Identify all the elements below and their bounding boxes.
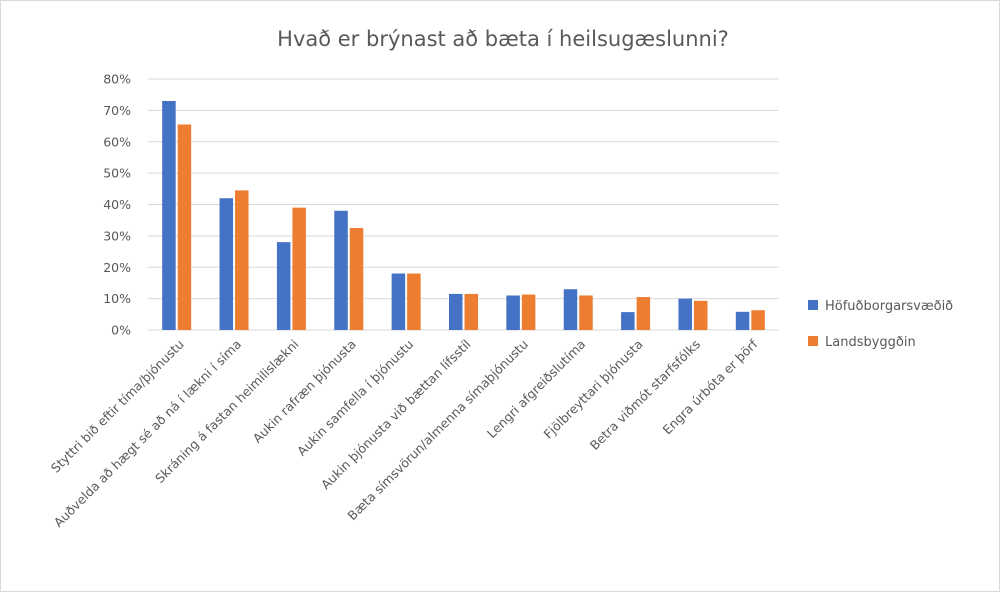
bar-landsbyggdin xyxy=(407,273,421,330)
bar-hofudborgarsvaedid xyxy=(621,312,635,330)
bar-hofudborgarsvaedid xyxy=(276,242,291,330)
bar-landsbyggdin xyxy=(292,207,306,330)
bar-landsbyggdin xyxy=(693,300,708,330)
bar-landsbyggdin xyxy=(177,124,192,331)
bar-hofudborgarsvaedid xyxy=(563,289,578,330)
x-category-label: Fjölbreyttari þjónusta xyxy=(541,337,646,442)
bar-landsbyggdin xyxy=(464,293,478,330)
legend-label: Landsbyggðin xyxy=(825,335,916,350)
bar-hofudborgarsvaedid xyxy=(162,100,176,331)
y-tick-label: 20% xyxy=(103,260,131,275)
y-tick-label: 60% xyxy=(103,134,131,149)
gridlines xyxy=(148,78,779,331)
bar-hofudborgarsvaedid xyxy=(506,295,520,330)
bar-hofudborgarsvaedid xyxy=(391,273,406,330)
bar-landsbyggdin xyxy=(349,228,364,330)
legend: Höfuðborgarsvæðið Landsbyggðin xyxy=(808,299,953,350)
bar-landsbyggdin xyxy=(636,297,651,330)
chart-title: Hvað er brýnast að bæta í heilsugæslunni… xyxy=(277,27,729,51)
x-axis-categories: Styttri bið eftir tíma/þjónustuAuðvelda … xyxy=(48,336,761,530)
y-tick-label: 10% xyxy=(103,291,131,306)
y-tick-label: 0% xyxy=(111,323,131,338)
legend-swatch xyxy=(808,300,818,310)
bar-hofudborgarsvaedid xyxy=(219,198,234,330)
y-tick-label: 70% xyxy=(103,103,131,118)
bar-landsbyggdin xyxy=(751,310,765,330)
legend-label: Höfuðborgarsvæðið xyxy=(825,299,953,314)
y-axis-ticks: 0% 10% 20% 30% 40% 50% 60% 70% 80% xyxy=(103,72,131,338)
x-category-label: Aukin samfella í þjónustu xyxy=(294,337,416,459)
bar-landsbyggdin xyxy=(579,295,593,330)
x-category-label: Aukin rafræn þjónusta xyxy=(250,337,359,446)
bar-hofudborgarsvaedid xyxy=(735,311,750,330)
y-tick-label: 50% xyxy=(103,166,131,181)
y-tick-label: 80% xyxy=(103,72,131,87)
bar-landsbyggdin xyxy=(521,294,536,330)
bar-landsbyggdin xyxy=(235,190,249,330)
x-category-label: Betra viðmót starfsfólks xyxy=(587,337,703,453)
bar-hofudborgarsvaedid xyxy=(449,293,463,330)
x-category-label: Lengri afgreiðslutíma xyxy=(484,337,588,441)
y-tick-label: 40% xyxy=(103,197,131,212)
bar-hofudborgarsvaedid xyxy=(334,210,348,330)
legend-swatch xyxy=(808,336,818,346)
bars xyxy=(162,100,765,331)
y-tick-label: 30% xyxy=(103,228,131,243)
x-category-label: Engra úrbóta er þörf xyxy=(660,336,761,437)
bar-hofudborgarsvaedid xyxy=(678,298,692,330)
